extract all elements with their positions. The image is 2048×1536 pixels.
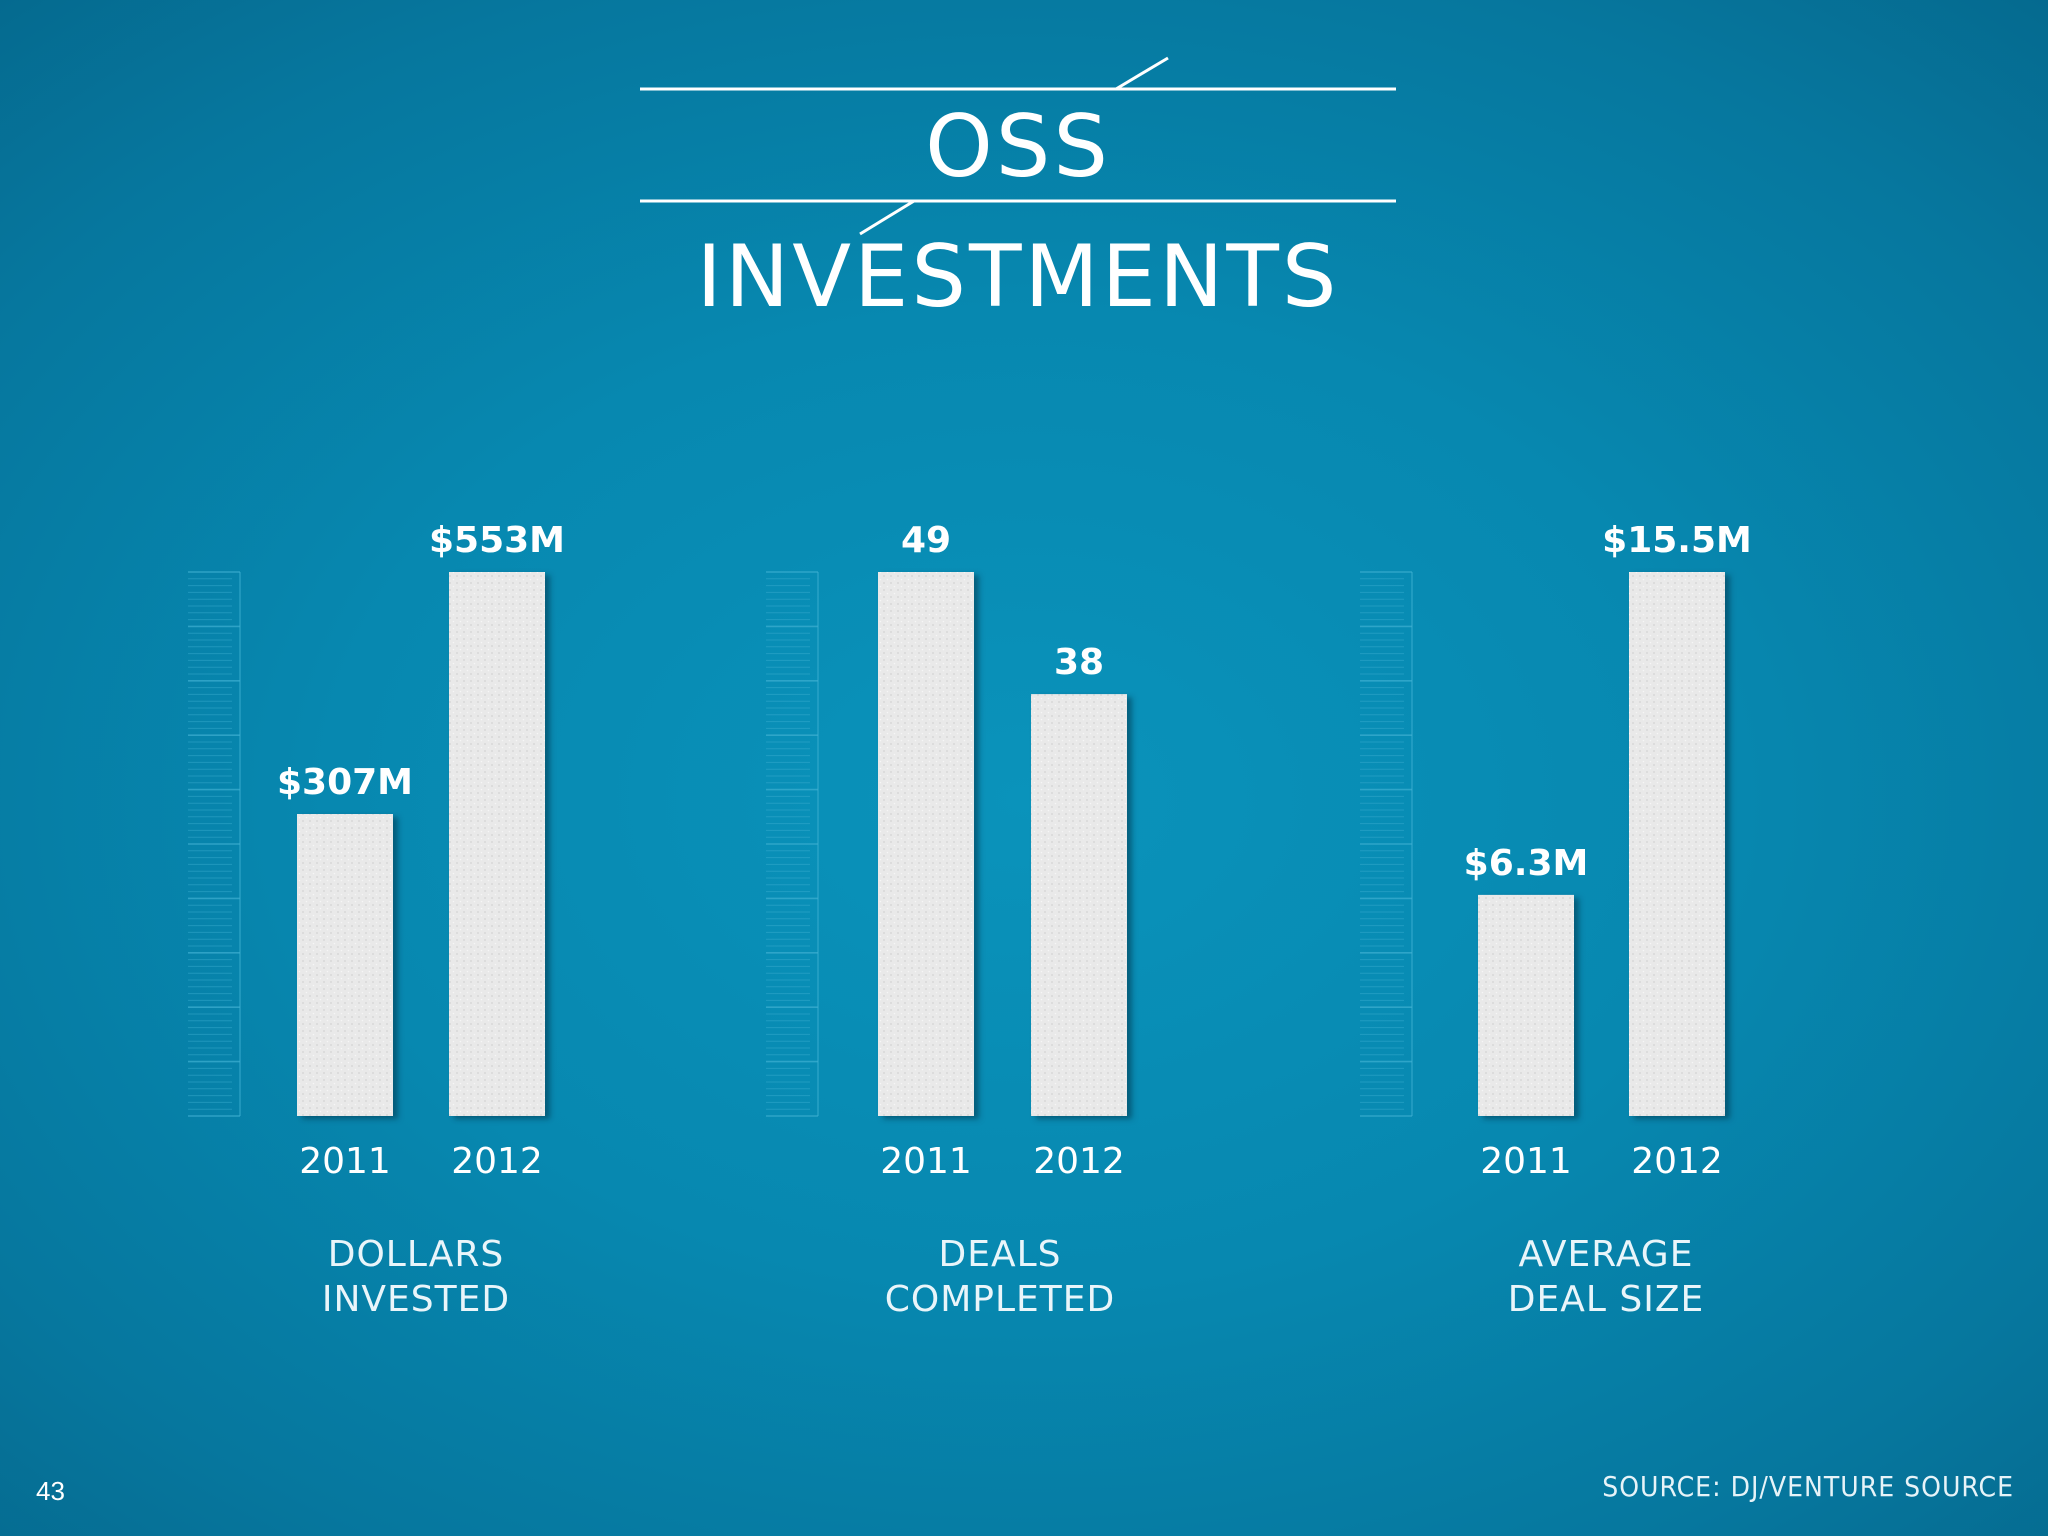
x-tick-average-deal-size-2012: 2012	[1631, 1141, 1723, 1182]
page-number: 43	[36, 1476, 65, 1506]
bar-average-deal-size-2012	[1629, 572, 1725, 1116]
data-label-average-deal-size-2012: $15.5M	[1602, 520, 1752, 561]
x-tick-deals-completed-2012: 2012	[1033, 1141, 1125, 1182]
axis-ruler-deals-completed	[766, 571, 819, 1117]
title-bottom-slash	[859, 199, 915, 236]
data-label-dollars-invested-2012: $553M	[429, 520, 565, 561]
chart-label-dollars-invested-line-1: DOLLARS	[328, 1234, 505, 1275]
title-decoration	[640, 56, 1396, 236]
x-tick-deals-completed-2011: 2011	[880, 1141, 972, 1182]
bar-average-deal-size-2011	[1478, 894, 1574, 1116]
x-tick-dollars-invested-2012: 2012	[451, 1141, 543, 1182]
chart-label-average-deal-size-line-2: DEAL SIZE	[1508, 1279, 1704, 1320]
data-label-average-deal-size-2011: $6.3M	[1464, 843, 1589, 884]
data-label-deals-completed-2012: 38	[1054, 642, 1104, 683]
axis-ruler-dollars-invested	[188, 571, 241, 1117]
bar-deals-completed-2012	[1031, 694, 1127, 1116]
bar-dollars-invested-2012	[449, 572, 545, 1116]
chart-title: OSS INVESTMENTS	[696, 97, 1340, 327]
data-label-deals-completed-2011: 49	[901, 520, 951, 561]
source-note: SOURCE: DJ/VENTURE SOURCE	[1602, 1470, 2014, 1503]
bar-deals-completed-2011	[878, 572, 974, 1116]
data-label-dollars-invested-2011: $307M	[277, 762, 413, 803]
chart-label-dollars-invested-line-2: INVESTED	[322, 1279, 510, 1320]
x-tick-average-deal-size-2011: 2011	[1480, 1141, 1572, 1182]
title-block: OSS INVESTMENTS	[640, 56, 1396, 327]
chart-label-deals-completed-line-1: DEALS	[938, 1234, 1061, 1275]
x-tick-dollars-invested-2011: 2011	[299, 1141, 391, 1182]
chart-label-average-deal-size-line-1: AVERAGE	[1519, 1234, 1694, 1275]
title-top-slash	[1115, 56, 1169, 91]
axis-ruler-average-deal-size	[1360, 571, 1413, 1117]
chart-label-deals-completed-line-2: COMPLETED	[885, 1279, 1116, 1320]
bar-dollars-invested-2011	[297, 814, 393, 1116]
